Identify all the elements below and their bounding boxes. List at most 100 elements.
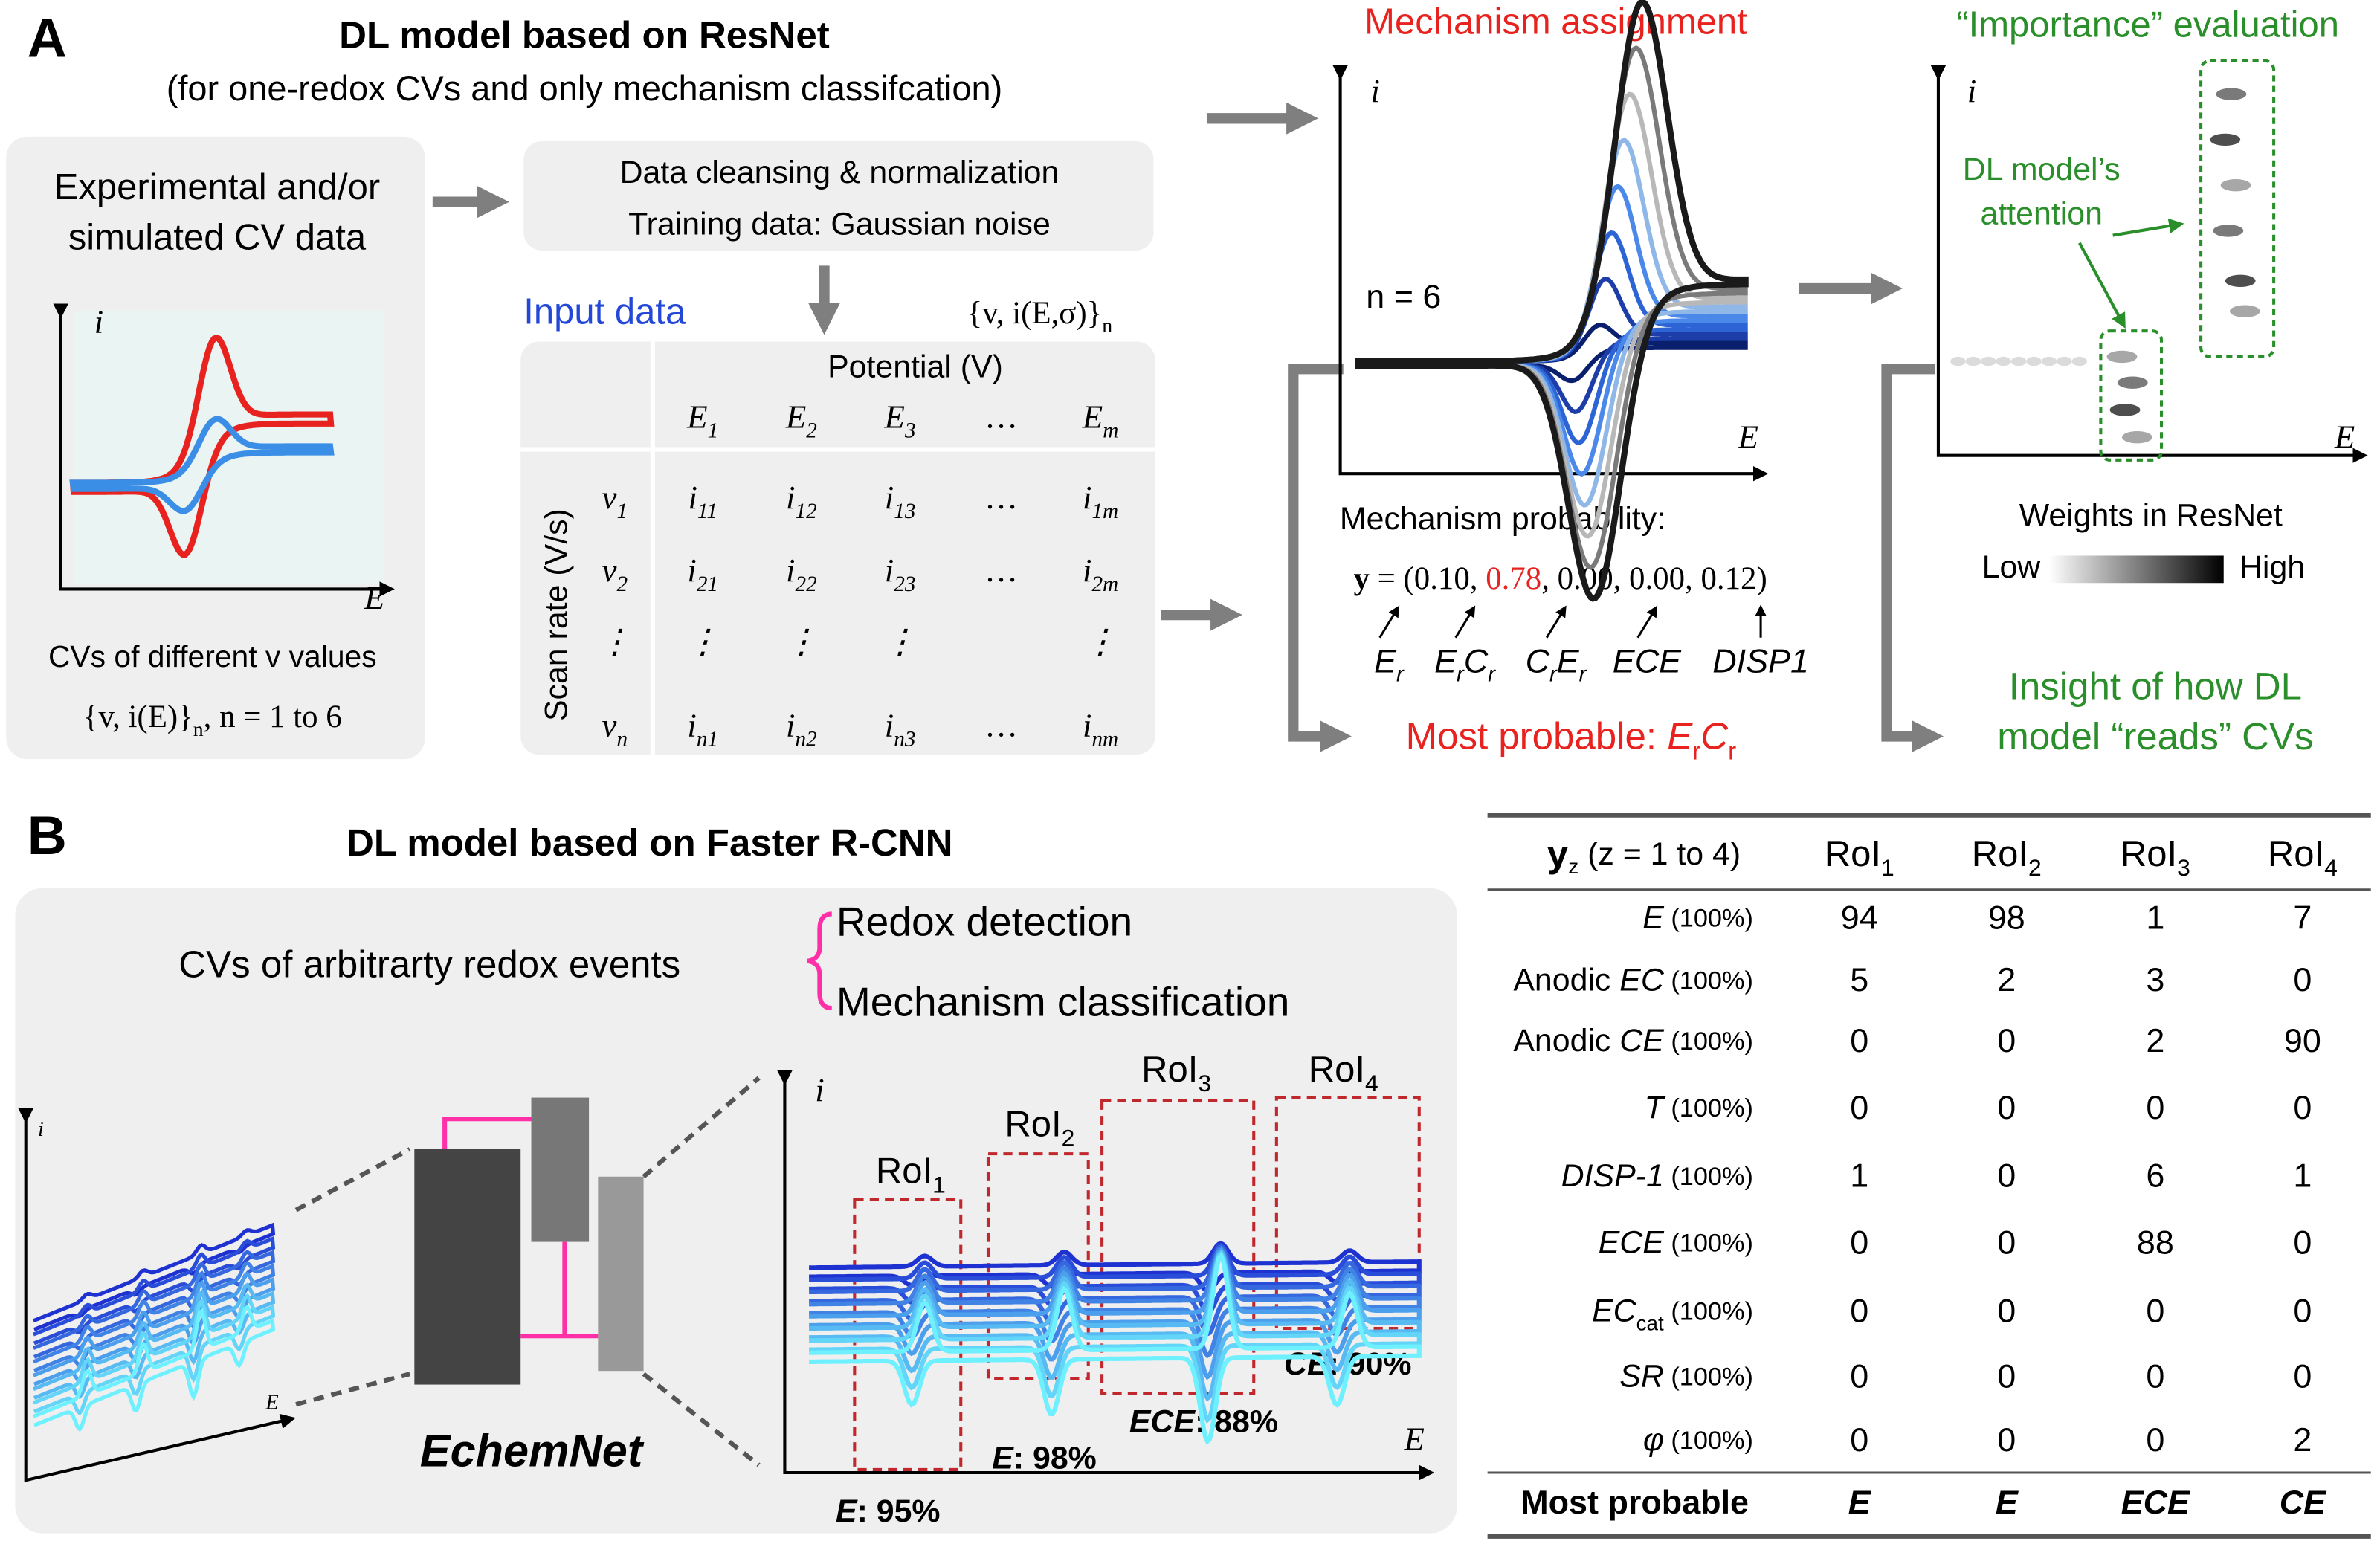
table-cell: E [1848,1483,1872,1521]
cv-curve [809,1245,1422,1359]
column-label: E1 [686,398,718,442]
panel-label: B [28,804,67,866]
label-prefix: Anodic [1513,1023,1619,1059]
column-label: Em [1082,398,1119,442]
subscript: 2 [1062,1125,1075,1151]
table-cell: 6 [2146,1157,2164,1195]
axis-label: E [2334,419,2355,456]
label-main: E [785,398,806,436]
class-arrow [1378,605,1400,639]
label-main: SR [1619,1359,1664,1395]
table-cell: 0 [1997,1224,2016,1262]
label-main: EC [1592,1293,1637,1329]
roi-confidence: : 95% [857,1493,941,1529]
subscript: r [1728,738,1736,766]
panel-title: DL model based on Faster R-CNN [346,821,953,864]
label-main: ⋮ [784,623,818,660]
row-label: ECcat (100%) [1592,1293,1753,1335]
table-cell: 0 [2293,1357,2312,1395]
brackets [1288,364,1944,752]
roi-result: ECE: 88% [1129,1404,1278,1440]
cv-curve [32,1260,276,1373]
label-main: … [987,398,1016,436]
cv-curves [69,334,335,558]
table-cell: 0 [2293,1088,2312,1126]
label-main: RoI [876,1151,932,1192]
panel-label: A [28,7,67,69]
column-label: … [987,398,1016,436]
table-cell: 2 [2146,1021,2164,1059]
axis-label: i [1967,72,1976,109]
cv-curve [809,1247,1422,1380]
vector-symbol: y [1353,561,1370,596]
row-label: T (100%) [1645,1090,1753,1125]
label-main: ⋮ [1084,623,1118,660]
label-main: i [687,552,696,589]
roi-mechanism: ECE [1129,1404,1196,1440]
label-unit: (100%) [1664,1363,1753,1391]
subscript: n [616,727,628,751]
attention-blob [1981,356,1996,366]
cv-curve [809,1251,1422,1446]
roi-result: E: 98% [992,1441,1097,1476]
table-cell: 0 [2293,1291,2312,1329]
cv-curves [809,1241,1422,1446]
section-title: “Importance” evaluation [1956,5,2339,45]
subscript: 22 [796,572,817,596]
subscript: r [1579,662,1587,686]
matrix-cell: in2 [786,707,817,751]
network-block [414,1149,521,1385]
table-cell: 0 [1997,1291,2016,1329]
label-main: E [884,398,905,436]
table-cell: 0 [1997,1157,2016,1195]
matrix-cell: i2m [1083,552,1118,595]
zoom-lines [294,1076,761,1467]
most-probable-text: Most probable: [1406,715,1668,758]
section-title: Mechanism assignment [1364,2,1747,42]
attention-text: attention [1981,196,2103,231]
label-main: i [688,479,697,516]
roi-mechanism: E [992,1441,1014,1476]
roi-label: RoI2 [1004,1104,1074,1151]
label-main: E [686,398,707,436]
bracket-arrow [1881,364,1944,752]
table-cell: 1 [1850,1157,1868,1195]
table-header: RoI2 [1972,834,2042,881]
row-label: vn [602,707,628,751]
label-main: DISP1 [1712,642,1809,679]
axis-label: E [364,579,384,616]
row-label: v2 [602,552,628,595]
attention-blob [2220,178,2251,192]
cv-curve [809,1250,1422,1424]
table-cell: 98 [1988,898,2025,936]
attention-box [2099,329,2164,462]
table-cell: 1 [2146,898,2164,936]
brace [807,911,832,1011]
column-label: E3 [884,398,916,442]
probability-vector: y = (0.10, 0.78, 0.00, 0.00, 0.12) [1353,561,1767,596]
subscript: 4 [2324,854,2338,881]
attention-blob [2210,133,2241,146]
label-unit: (100%) [1664,1427,1753,1455]
bracket-arrow [1288,364,1352,752]
attention-blob [2117,376,2148,389]
cv-curve [32,1304,276,1432]
weight-scale [2048,555,2224,584]
attention-blob [2229,305,2260,317]
label-main: E [1082,398,1103,436]
preprocess-text: Training data: Gaussian noise [628,207,1051,242]
label-main: ⋮ [686,623,720,660]
table-cell: 0 [1850,1421,1868,1459]
label-main: i [786,552,795,589]
roi-result: E: 95% [836,1493,941,1529]
table-header: RoI4 [2268,834,2338,881]
label-main: ⋮ [598,623,631,660]
label-unit: (100%) [1664,1230,1753,1258]
table-cell: 0 [2293,960,2312,998]
cv-curve [809,1248,1422,1402]
panel-subtitle: (for one-redox CVs and only mechanism cl… [167,68,1003,108]
attention-blob [2109,404,2141,416]
subscript: 2 [806,419,817,442]
matrix-cell: in1 [687,707,718,751]
